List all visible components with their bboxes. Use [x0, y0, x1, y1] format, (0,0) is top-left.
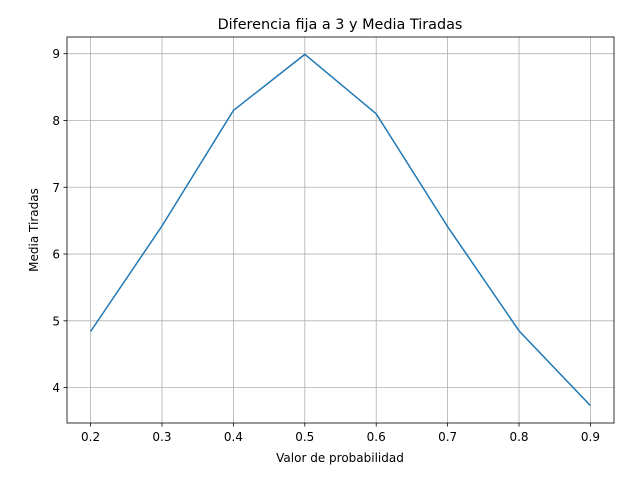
- data-point: [161, 225, 163, 227]
- y-tick-label: 4: [52, 381, 60, 395]
- y-axis-label: Media Tiradas: [27, 188, 41, 272]
- x-axis: 0.2 0.3 0.4 0.5 0.6 0.7 0.8 0.9: [81, 423, 600, 444]
- chart-title: Diferencia fija a 3 y Media Tiradas: [218, 17, 463, 33]
- x-tick-label: 0.9: [581, 430, 600, 444]
- data-point: [232, 109, 234, 111]
- y-tick-label: 8: [52, 114, 60, 128]
- data-point: [90, 331, 92, 333]
- data-point: [375, 113, 377, 115]
- series-line: [89, 53, 591, 407]
- y-tick-label: 9: [52, 47, 60, 61]
- x-tick-label: 0.3: [152, 430, 171, 444]
- data-point: [518, 330, 520, 332]
- y-tick-label: 5: [52, 314, 60, 328]
- x-tick-label: 0.2: [81, 430, 100, 444]
- series-layer: [89, 53, 591, 407]
- y-axis: 4 5 6 7 8 9: [52, 47, 67, 395]
- x-tick-label: 0.8: [509, 430, 528, 444]
- x-tick-label: 0.5: [295, 430, 314, 444]
- x-tick-label: 0.4: [224, 430, 243, 444]
- x-tick-label: 0.7: [438, 430, 457, 444]
- data-point: [447, 226, 449, 228]
- grid: [67, 37, 614, 423]
- x-tick-label: 0.6: [367, 430, 386, 444]
- y-tick-label: 6: [52, 248, 60, 262]
- data-point: [304, 53, 306, 55]
- plot-frame: [66, 36, 615, 424]
- data-point: [589, 405, 591, 407]
- y-tick-label: 7: [52, 181, 60, 195]
- x-axis-label: Valor de probabilidad: [276, 451, 404, 465]
